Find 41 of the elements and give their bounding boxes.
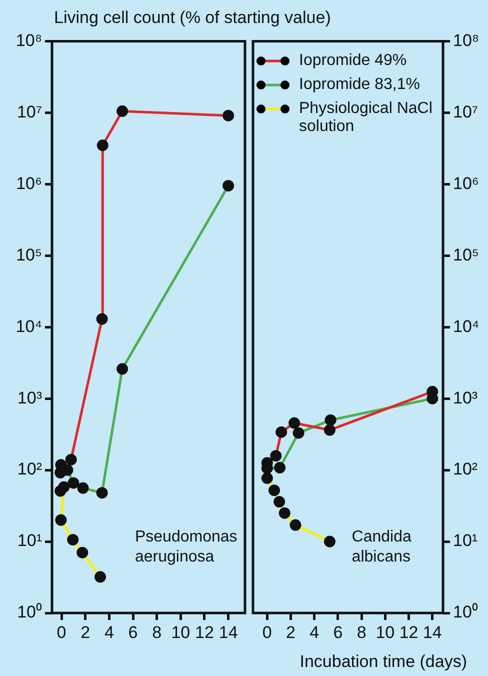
y-tick-label: 10¹ bbox=[453, 531, 478, 550]
x-tick-label: 2 bbox=[286, 622, 296, 642]
y-tick-label: 10² bbox=[453, 460, 478, 479]
legend-label: Iopromide 49% bbox=[299, 52, 408, 70]
x-tick-label: 0 bbox=[56, 622, 66, 642]
y-tick-label: 10⁰ bbox=[17, 602, 42, 622]
y-tick-label: 10⁶ bbox=[453, 174, 479, 193]
x-tick-label: 8 bbox=[152, 622, 162, 642]
x-tick-label: 4 bbox=[310, 622, 320, 642]
y-tick-label: 10¹ bbox=[17, 531, 42, 550]
x-tick-label: 14 bbox=[422, 622, 442, 642]
y-tick-label: 10³ bbox=[453, 388, 478, 408]
x-tick-label: 14 bbox=[218, 622, 238, 642]
y-tick-label: 10⁵ bbox=[453, 245, 479, 264]
y-tick-label: 10³ bbox=[17, 388, 42, 408]
y-tick-label: 10⁵ bbox=[16, 245, 42, 264]
x-tick-label: 2 bbox=[80, 622, 90, 642]
y-tick-label: 10⁴ bbox=[453, 316, 480, 336]
x-tick-label: 4 bbox=[104, 622, 114, 642]
y-tick-label: 10² bbox=[17, 460, 42, 479]
x-tick-label: 8 bbox=[356, 622, 366, 642]
legend-label: Iopromide 83,1% bbox=[299, 76, 421, 94]
x-tick-label: 12 bbox=[195, 622, 214, 642]
x-tick-label: 10 bbox=[171, 622, 190, 642]
legend-label: Physiological NaCl solution bbox=[299, 100, 434, 136]
y-tick-label: 10⁸ bbox=[453, 30, 480, 50]
x-axis-title: Incubation time (days) bbox=[300, 652, 467, 672]
y-tick-label: 10⁷ bbox=[16, 102, 42, 122]
x-tick-label: 10 bbox=[376, 622, 395, 642]
x-tick-label: 6 bbox=[333, 622, 343, 642]
y-tick-label: 10⁸ bbox=[16, 30, 42, 50]
x-tick-label: 0 bbox=[262, 622, 272, 642]
annotation: Candida albicans bbox=[352, 528, 412, 566]
y-axis-title: Living cell count (% of starting value) bbox=[54, 8, 331, 28]
y-tick-label: 10⁴ bbox=[16, 316, 42, 336]
y-tick-label: 10⁶ bbox=[16, 174, 42, 193]
annotation: Pseudomonas aeruginosa bbox=[134, 528, 238, 566]
y-tick-label: 10⁷ bbox=[453, 102, 478, 122]
y-tick-label: 10⁰ bbox=[453, 602, 478, 622]
x-tick-label: 6 bbox=[128, 622, 138, 642]
x-tick-label: 12 bbox=[399, 622, 418, 642]
